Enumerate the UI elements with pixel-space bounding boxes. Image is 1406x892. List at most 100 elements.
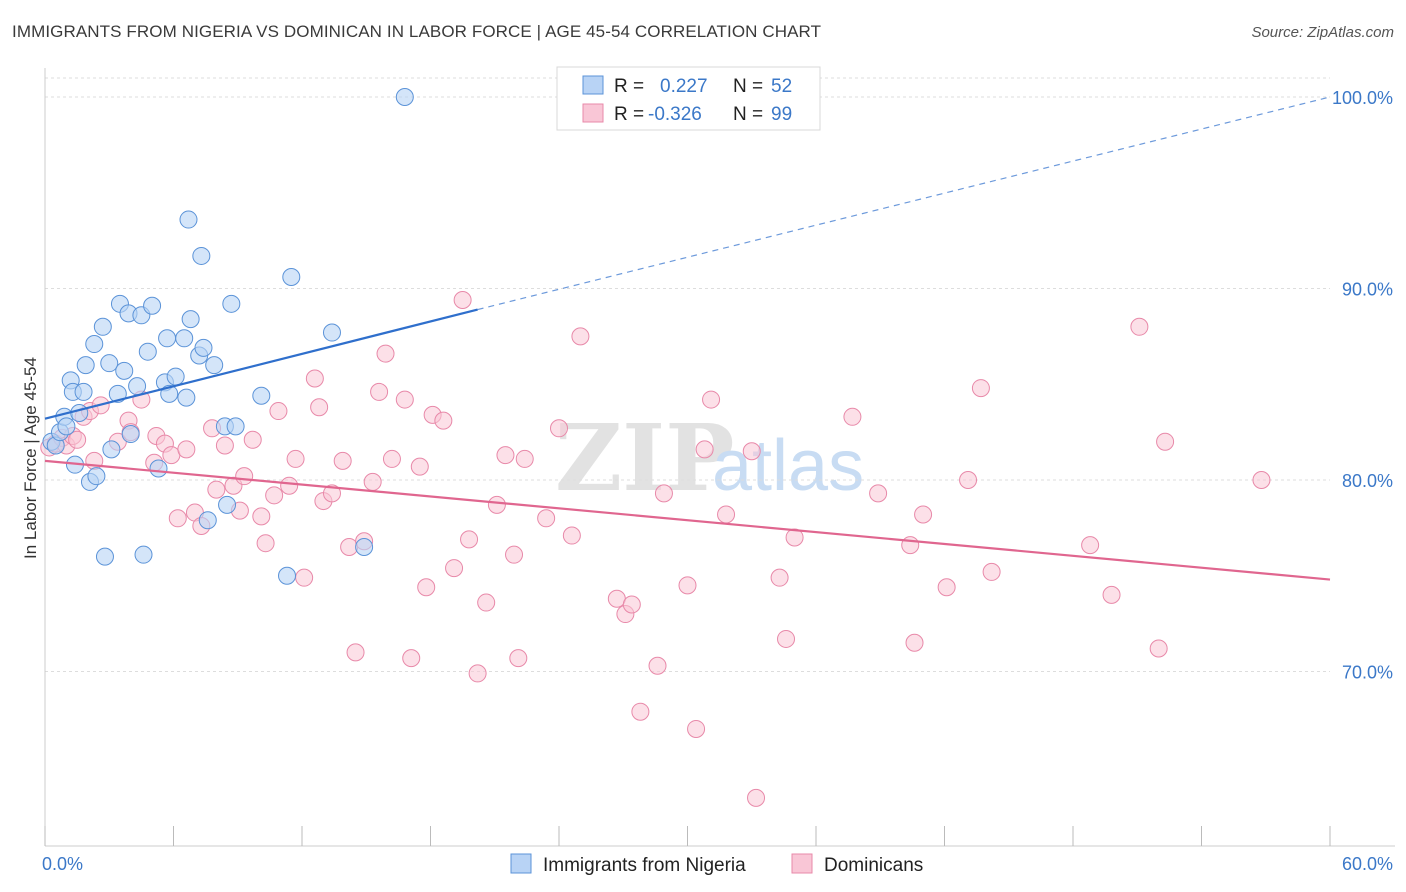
dominican-point (770, 568, 789, 587)
dominican-point (286, 449, 305, 468)
watermark-atlas: atlas (712, 426, 864, 506)
dominican-point (1130, 317, 1149, 336)
nigeria-point (282, 268, 301, 287)
dominican-point (678, 576, 697, 595)
y-axis-label: In Labor Force | Age 45-54 (21, 357, 40, 559)
dominican-point (971, 379, 990, 398)
dominican-point (695, 440, 714, 459)
dominican-point (370, 382, 389, 401)
legend-n-value-dominicans: 99 (771, 104, 792, 125)
dominican-point (68, 430, 87, 449)
dominican-point (402, 649, 421, 668)
nigeria-point (175, 329, 194, 348)
dominican-point (571, 327, 590, 346)
dominican-point (243, 430, 262, 449)
nigeria-point (100, 354, 119, 373)
nigeria-point (278, 566, 297, 585)
series-nigeria (42, 88, 414, 585)
nigeria-point (85, 335, 104, 354)
dominican-point (410, 457, 429, 476)
nigeria-point (121, 425, 140, 444)
legend-n-label-nigeria: N = (733, 76, 763, 97)
dominican-point (515, 449, 534, 468)
dominican-point (346, 643, 365, 662)
nigeria-point (166, 367, 185, 386)
dominican-point (235, 467, 254, 486)
dominican-point (295, 568, 314, 587)
trend-line-nigeria (44, 308, 478, 420)
nigeria-point (143, 296, 162, 315)
dominican-point (395, 390, 414, 409)
dominican-point (648, 656, 667, 675)
dominican-point (322, 484, 341, 503)
legend-r-value-dominicans: -0.326 (648, 104, 702, 125)
dominican-point (445, 559, 464, 578)
legend-n-value-nigeria: 52 (771, 76, 792, 97)
nigeria-point (95, 547, 114, 566)
dominican-point (622, 595, 641, 614)
watermark-zip: ZIP (555, 404, 734, 512)
dominican-point (687, 719, 706, 738)
nigeria-point (57, 417, 76, 436)
bottom-legend-swatch-nigeria (510, 853, 532, 874)
nigeria-point (181, 310, 200, 329)
chart-title: IMMIGRANTS FROM NIGERIA VS DOMINICAN IN … (12, 22, 822, 41)
dominican-point (1149, 639, 1168, 658)
dominican-point (1081, 536, 1100, 555)
x-tick-label-min: 0.0% (42, 854, 83, 874)
nigeria-point (76, 356, 95, 375)
y-tick-label: 80.0% (1342, 471, 1393, 491)
x-tick-label-max: 60.0% (1342, 854, 1393, 874)
dominican-point (496, 446, 515, 465)
nigeria-point (205, 356, 224, 375)
nigeria-point (192, 246, 211, 265)
dominican-point (914, 505, 933, 524)
dominican-point (252, 507, 271, 526)
series-legend: Immigrants from Nigeria Dominicans (510, 853, 923, 876)
chart-source: Source: ZipAtlas.com (1251, 24, 1394, 41)
nigeria-point (252, 386, 271, 405)
nigeria-point (74, 382, 93, 401)
series-dominicans (40, 290, 1271, 807)
dominican-point (785, 528, 804, 547)
nigeria-point (177, 388, 196, 407)
dominican-point (509, 649, 528, 668)
stats-legend: R = 0.227 N = 52 R = -0.326 N = 99 (556, 66, 821, 131)
dominican-point (869, 484, 888, 503)
nigeria-point (395, 88, 414, 106)
dominican-point (905, 633, 924, 652)
dominican-point (460, 530, 479, 549)
nigeria-point (70, 403, 89, 422)
y-tick-label: 90.0% (1342, 280, 1393, 300)
dominican-point (937, 578, 956, 597)
dominican-point (747, 788, 766, 807)
nigeria-point (322, 323, 341, 342)
nigeria-point (128, 377, 147, 396)
dominican-point (702, 390, 721, 409)
dominican-point (982, 562, 1001, 581)
dominican-point (631, 702, 650, 721)
legend-r-value-nigeria: 0.227 (660, 76, 708, 97)
dominican-point (382, 449, 401, 468)
dominican-point (162, 446, 181, 465)
nigeria-point (134, 545, 153, 564)
dominican-point (654, 484, 673, 503)
dominican-point (215, 436, 234, 455)
dominican-point (376, 344, 395, 363)
dominican-point (453, 290, 472, 309)
x-tick-labels: 0.0% 60.0% (42, 854, 1393, 874)
dominican-point (207, 480, 226, 499)
dominican-point (717, 505, 736, 524)
nigeria-point (158, 329, 177, 348)
nigeria-point (226, 417, 245, 436)
trend-line-dominicans (44, 459, 1331, 581)
trend-lines (44, 96, 1331, 581)
watermark: ZIP atlas (555, 404, 864, 512)
dominican-point (340, 538, 359, 557)
nigeria-point (355, 538, 374, 557)
bottom-legend-label-nigeria: Immigrants from Nigeria (543, 855, 746, 876)
nigeria-point (102, 440, 121, 459)
nigeria-point (108, 384, 127, 403)
nigeria-point (194, 338, 213, 357)
